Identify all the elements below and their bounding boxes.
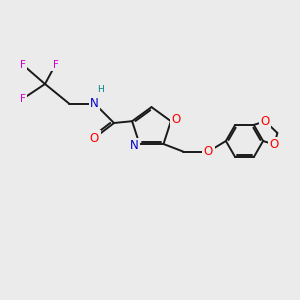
Text: N: N xyxy=(90,97,99,110)
Text: F: F xyxy=(20,94,26,104)
Text: O: O xyxy=(172,113,181,126)
Text: O: O xyxy=(90,131,99,145)
Text: F: F xyxy=(20,59,26,70)
Text: N: N xyxy=(130,139,139,152)
Text: O: O xyxy=(204,145,213,158)
Text: F: F xyxy=(52,59,59,70)
Text: O: O xyxy=(261,115,270,128)
Text: H: H xyxy=(97,85,104,94)
Text: O: O xyxy=(270,138,279,151)
